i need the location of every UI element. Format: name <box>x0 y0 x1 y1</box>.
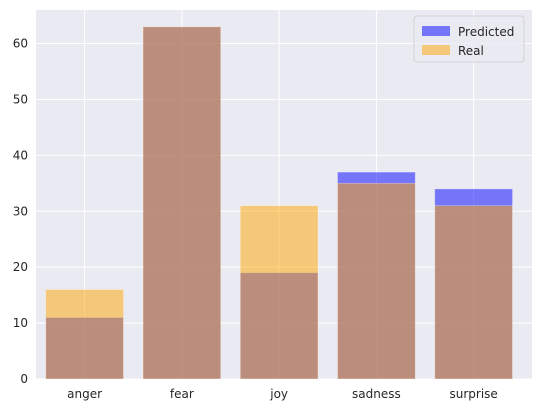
y-tick-label: 10 <box>13 316 28 330</box>
bar-real-sadness <box>337 182 416 380</box>
bars <box>45 26 513 380</box>
y-tick-label: 0 <box>20 372 28 386</box>
legend-swatch-real <box>422 45 450 55</box>
x-tick-labels: anger fear joy sadness surprise <box>67 387 498 401</box>
bar-real-surprise <box>434 205 513 380</box>
x-tick-label: sadness <box>352 387 401 401</box>
y-tick-label: 40 <box>13 148 28 162</box>
y-tick-labels: 0 10 20 30 40 50 60 <box>13 37 28 386</box>
legend-label-predicted: Predicted <box>458 25 514 39</box>
x-tick-label: joy <box>269 387 288 401</box>
y-tick-label: 30 <box>13 204 28 218</box>
bar-real-joy <box>239 205 319 380</box>
legend-swatch-predicted <box>422 26 450 36</box>
y-tick-label: 60 <box>13 37 28 51</box>
bar-real-fear <box>142 26 222 380</box>
x-tick-label: fear <box>170 387 194 401</box>
y-tick-label: 50 <box>13 92 28 106</box>
y-tick-label: 20 <box>13 260 28 274</box>
legend: Predicted Real <box>413 15 525 63</box>
bar-real-anger <box>45 289 124 380</box>
x-tick-label: anger <box>67 387 102 401</box>
legend-label-real: Real <box>458 44 484 58</box>
x-tick-label: surprise <box>449 387 497 401</box>
